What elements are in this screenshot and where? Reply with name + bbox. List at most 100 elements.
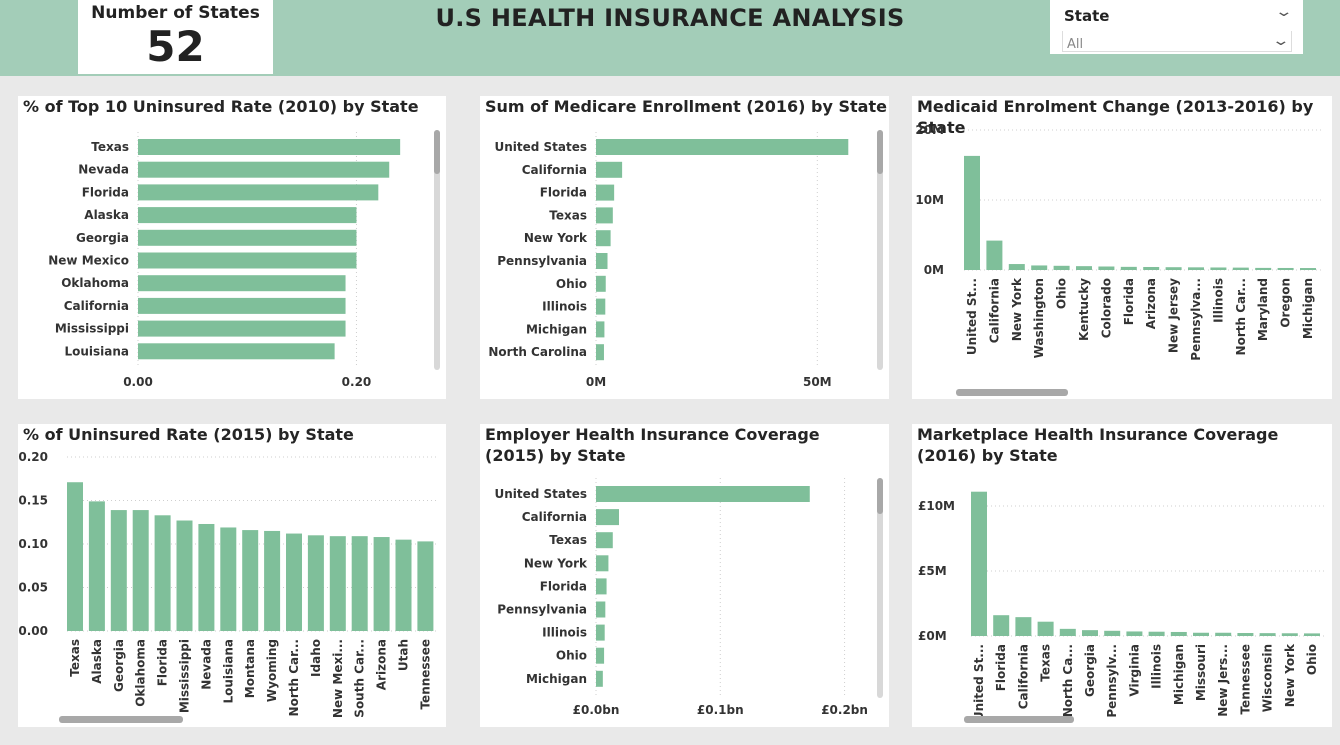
category-label: Wyoming [265,639,279,702]
bar [110,510,127,631]
y-tick-label: £10M [918,499,955,513]
panel-medicaid-change: Medicaid Enrolment Change (2013-2016) by… [912,96,1332,399]
category-label: Idaho [309,639,323,677]
bar [329,536,346,631]
bar [138,320,346,337]
category-label: Pennsylvania [497,603,587,617]
slicer-dropdown[interactable]: All ⌄ [1062,31,1292,52]
x-tick-label: 0.00 [123,375,153,389]
chart-title: Marketplace Health Insurance Coverage (2… [917,425,1279,465]
horizontal-scrollbar[interactable] [59,716,183,723]
bar [1165,267,1182,270]
y-tick-label: 0M [924,263,944,277]
bar [596,670,603,687]
bar [138,343,335,360]
category-label: Oklahoma [134,639,148,707]
panel-employer-coverage: Employer Health Insurance Coverage (2015… [480,424,889,727]
bar [138,297,346,314]
bar [1255,267,1272,270]
category-label: Missouri [1194,644,1208,701]
category-label: Michigan [1172,644,1186,705]
bar [1143,266,1160,270]
category-label: New York [524,556,588,570]
bar [1098,266,1115,270]
category-label: New York [524,231,588,245]
bar [1120,266,1137,270]
bar [596,230,611,247]
bar [1031,265,1048,270]
bar [986,240,1003,270]
bar [307,535,324,631]
category-label: Texas [549,208,587,222]
bar [138,229,357,246]
chart-title: Sum of Medicare Enrollment (2016) by Sta… [485,97,887,116]
category-label: North Ca... [1061,644,1075,717]
category-label: Michigan [1301,278,1315,339]
bar [1277,267,1294,270]
bar [596,298,606,315]
category-label: Louisiana [221,639,235,704]
chart-title: % of Top 10 Uninsured Rate (2010) by Sta… [23,97,419,116]
chart-title: Medicaid Enrolment Change (2013-2016) by… [917,97,1314,137]
bar [1059,628,1076,636]
bar [1193,632,1209,636]
bar [1281,633,1298,636]
category-label: Ohio [556,649,587,663]
vertical-scrollbar[interactable] [877,130,883,370]
x-tick-label: 0M [586,375,606,389]
bar [417,541,434,631]
bar [596,161,623,178]
horizontal-scrollbar[interactable] [964,716,1074,723]
category-label: Tennessee [418,639,432,710]
x-tick-label: £0.2bn [821,703,868,717]
scrollbar-thumb[interactable] [434,130,440,174]
bar [1126,631,1143,636]
category-label: Pennsylvania [497,254,587,268]
bar [1015,617,1032,636]
category-label: Michigan [526,322,587,336]
bar [596,601,606,618]
y-tick-label: 0.20 [18,450,48,464]
bar [351,536,368,631]
bar [596,578,607,595]
category-label: Florida [82,185,129,199]
category-label: United St... [972,644,986,721]
bar [596,253,608,269]
bar [1300,268,1316,270]
bar [138,207,357,224]
header-bar: Number of States 52 U.S HEALTH INSURANCE… [0,0,1340,76]
report-title: U.S HEALTH INSURANCE ANALYSIS [435,4,905,32]
card-value: 52 [146,22,205,71]
category-label: New Mexi... [331,639,345,718]
chevron-down-icon[interactable]: ⌄ [1274,4,1294,20]
y-tick-label: £0M [918,629,947,643]
chart-medicaid-change: 0M 10M 20M United St... California New York Wa… [915,123,1322,361]
x-tick-label: £0.1bn [697,703,744,717]
vertical-scrollbar[interactable] [877,478,883,698]
panel-medicare-2016: Sum of Medicare Enrollment (2016) by Sta… [480,96,889,399]
chart-title: Employer Health Insurance Coverage (2015… [485,425,820,465]
category-label: Alaska [90,639,104,684]
bar [964,155,980,270]
category-label: Georgia [112,639,126,692]
scrollbar-thumb[interactable] [877,478,883,514]
number-of-states-card: Number of States 52 [78,0,273,74]
category-label: California [64,299,129,313]
horizontal-scrollbar[interactable] [956,389,1068,396]
category-label: Texas [91,140,129,154]
bar [1082,630,1098,636]
scrollbar-thumb[interactable] [877,130,883,174]
category-label: Maryland [1256,278,1270,341]
category-label: Colorado [1099,278,1113,338]
category-label: Oregon [1279,278,1293,328]
y-tick-label: 10M [915,193,944,207]
bar [596,532,613,549]
state-slicer[interactable]: State ⌄ All ⌄ [1050,0,1303,54]
category-label: New Mexico [48,254,129,268]
bar [1148,631,1165,636]
bar [176,520,193,631]
vertical-scrollbar[interactable] [434,130,440,370]
chevron-down-icon[interactable]: ⌄ [1271,33,1291,49]
category-label: North Carolina [488,345,587,359]
category-label: Illinois [542,300,587,314]
